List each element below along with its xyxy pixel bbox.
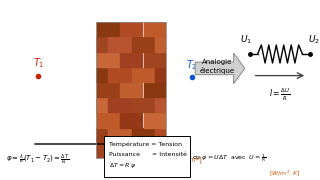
Bar [120,113,142,128]
Bar [167,22,189,36]
Text: $\varphi = \frac{\lambda}{e}(T_1 - T_2) = \frac{\Delta T}{R}$: $\varphi = \frac{\lambda}{e}(T_1 - T_2) … [6,153,70,167]
Text: $[W/m^2]$: $[W/m^2]$ [176,154,203,167]
Bar [85,68,107,82]
Bar [144,52,166,67]
Bar [167,113,189,128]
Bar [73,113,95,128]
Text: $[W/m^2.K]$: $[W/m^2.K]$ [269,168,300,178]
Text: $I = \frac{\Delta U}{R}$: $I = \frac{\Delta U}{R}$ [269,87,291,104]
Bar [155,98,178,112]
Text: $T_2$: $T_2$ [186,58,198,72]
Bar [167,52,189,67]
Bar [179,68,201,82]
Bar [155,128,178,143]
FancyBboxPatch shape [104,136,190,177]
Bar [108,128,131,143]
Bar [73,83,95,97]
Text: $U_2$: $U_2$ [308,33,320,46]
Text: Puissance      = Intensité: Puissance = Intensité [109,152,187,157]
Bar [179,37,201,52]
Bar [85,128,107,143]
Text: $\Delta T = R\,\varphi$: $\Delta T = R\,\varphi$ [109,161,136,170]
Bar [97,83,119,97]
Bar [167,83,189,97]
Bar [97,144,119,158]
Bar [144,83,166,97]
Text: $U_1$: $U_1$ [240,33,252,46]
Bar [108,68,131,82]
Bar [132,128,154,143]
Bar [144,144,166,158]
Bar [108,98,131,112]
Bar [167,144,189,158]
Bar [73,144,95,158]
Bar [73,52,95,67]
Bar [179,98,201,112]
Bar [155,37,178,52]
Bar [73,22,95,36]
Bar [132,98,154,112]
Bar [97,52,119,67]
Bar [120,144,142,158]
Bar [96,22,166,158]
Bar [120,22,142,36]
Bar [132,37,154,52]
Text: $T_1$: $T_1$ [33,56,44,70]
Bar [132,68,154,82]
Bar [85,98,107,112]
Bar [144,113,166,128]
Bar [108,37,131,52]
Bar [120,83,142,97]
Bar [120,52,142,67]
Polygon shape [195,53,245,84]
Bar [85,37,107,52]
Bar [97,22,119,36]
Text: Température = Tension: Température = Tension [109,141,182,147]
Bar [155,68,178,82]
Bar [144,22,166,36]
Text: ou $\varphi = U\Delta T$  avec  $U = \frac{1}{R}$: ou $\varphi = U\Delta T$ avec $U = \frac… [192,152,266,164]
Bar [97,113,119,128]
Bar [179,128,201,143]
Text: Analogie
électrique: Analogie électrique [200,59,235,74]
